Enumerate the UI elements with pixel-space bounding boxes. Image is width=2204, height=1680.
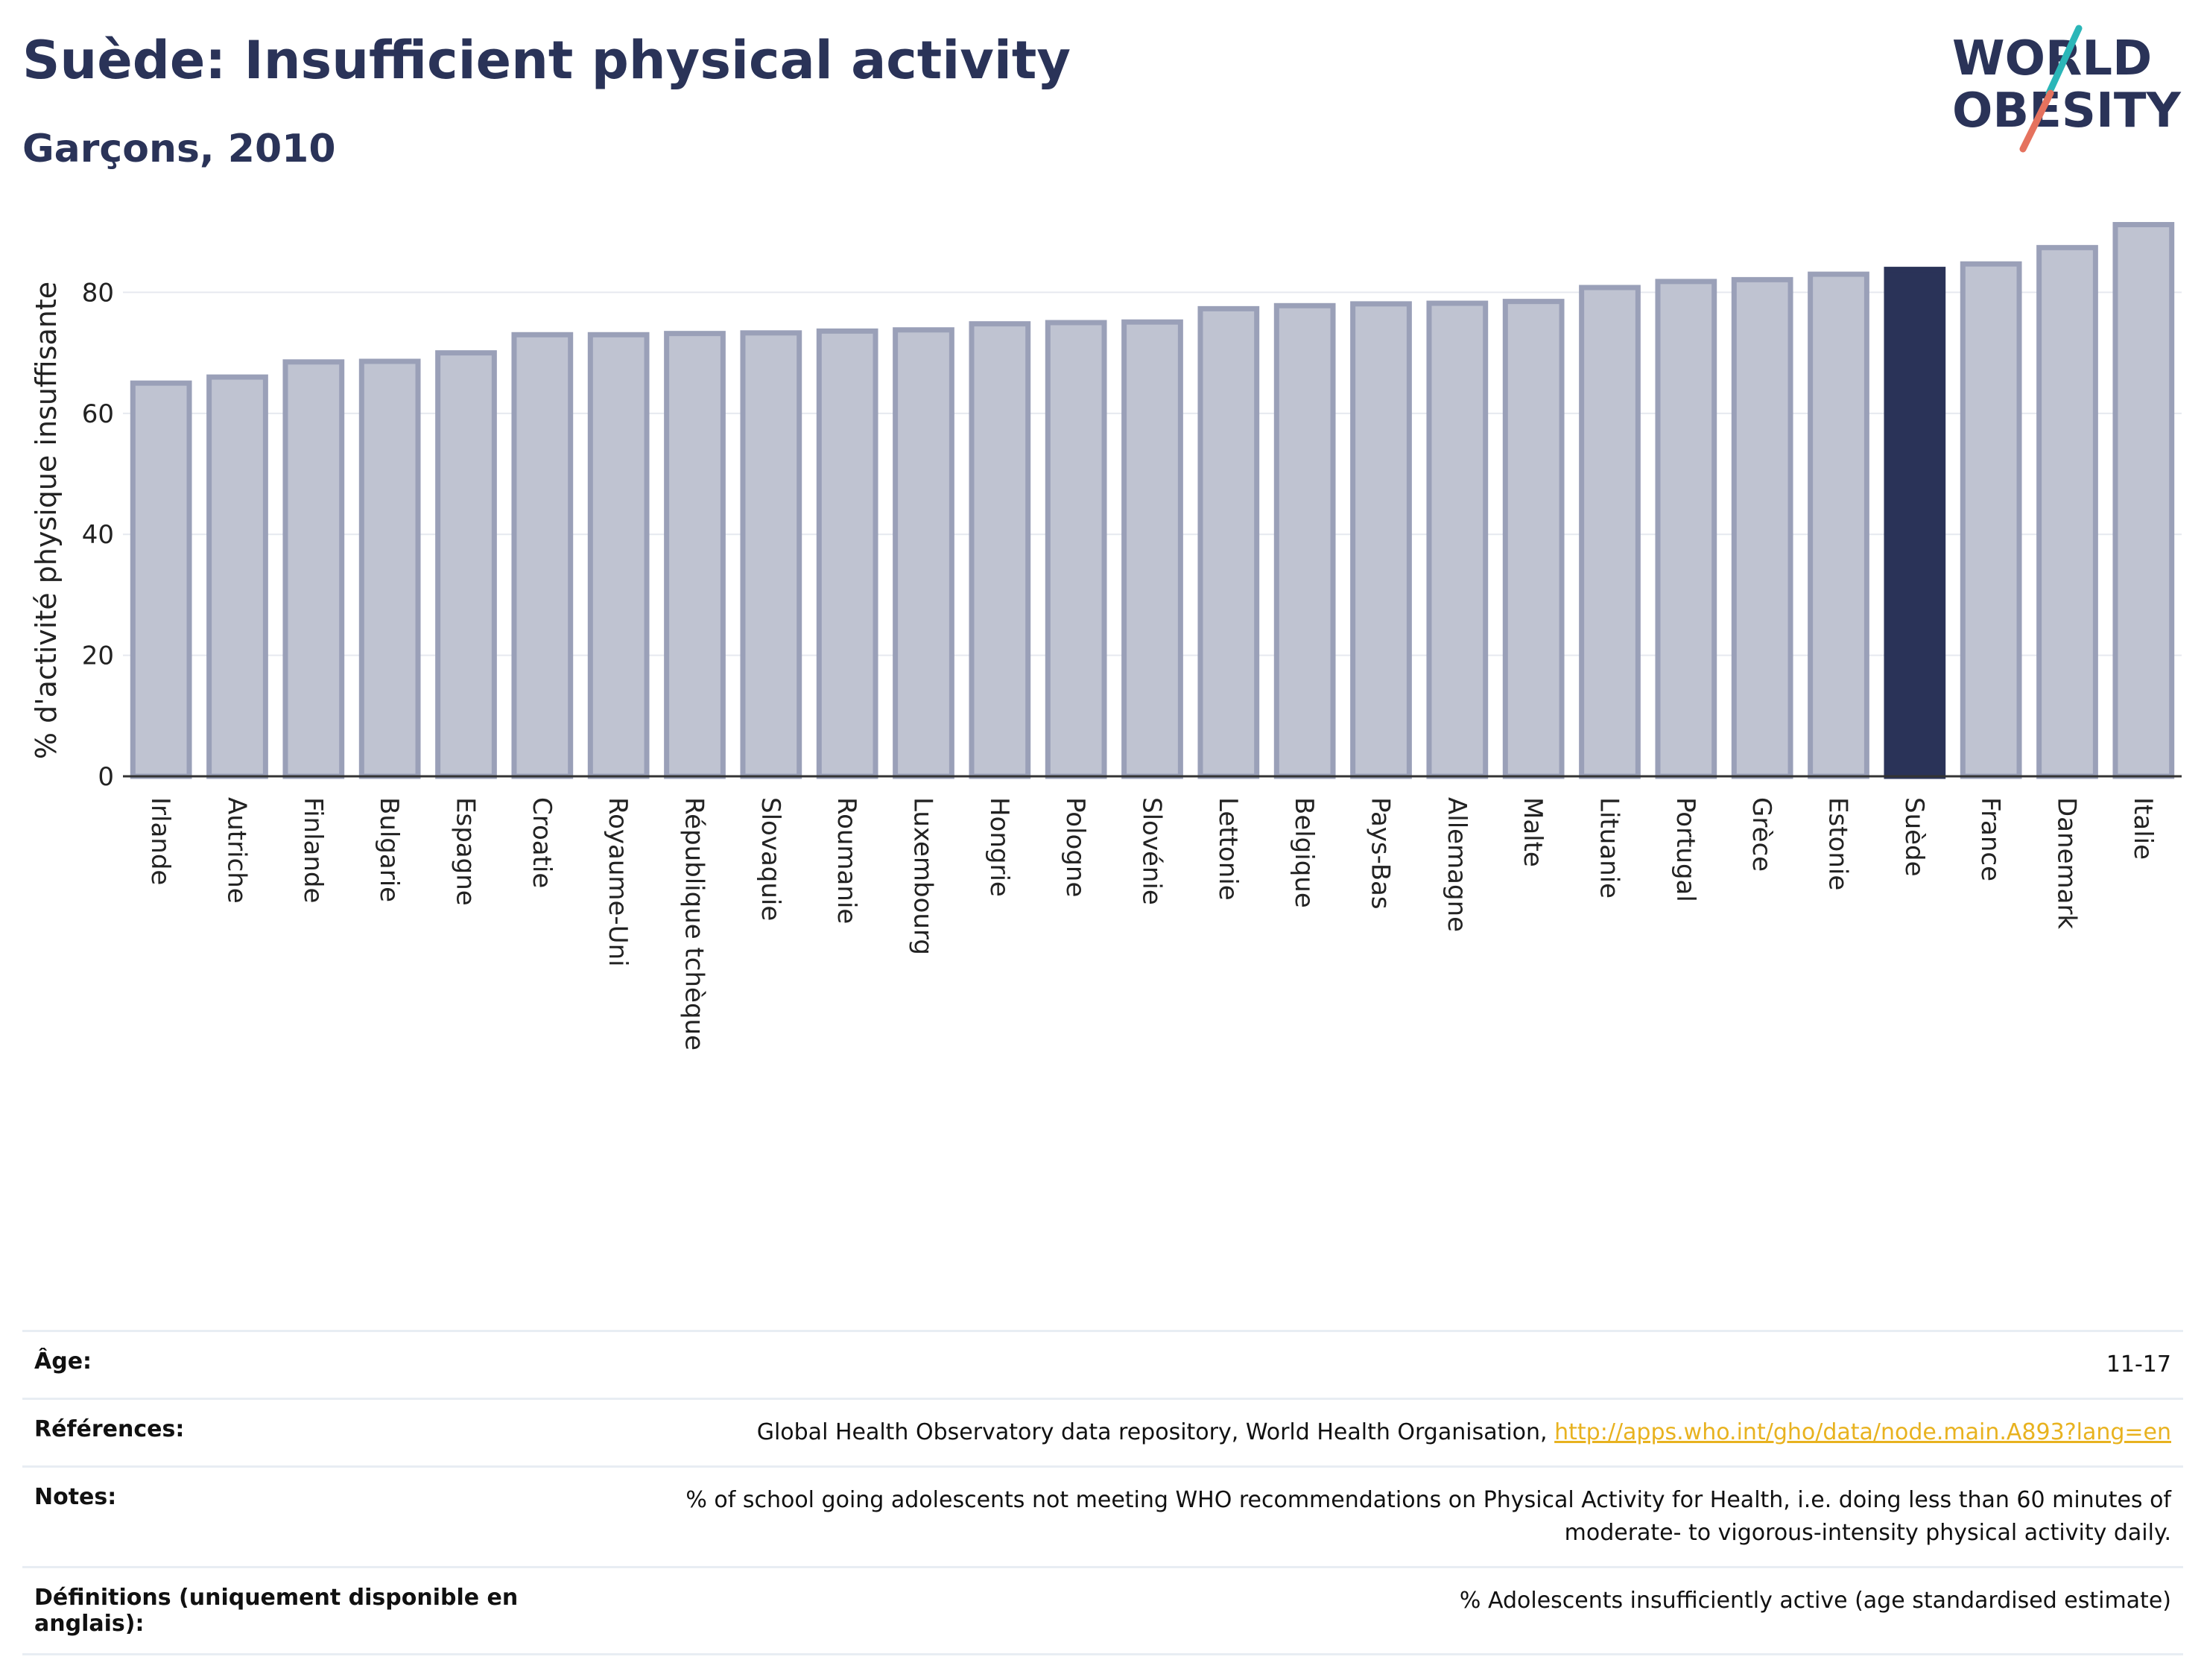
y-axis-label: % d'activité physique insuffisante [30,282,63,759]
references-value: Global Health Observatory data repositor… [568,1398,2183,1467]
references-link[interactable]: http://apps.who.int/gho/data/node.main.A… [1554,1419,2171,1445]
bar [130,380,192,779]
x-tick-label: Slovaquie [756,797,785,921]
bar [1273,302,1336,779]
bars [130,221,2175,779]
x-tick-label: Lettonie [1213,797,1243,901]
bar [1502,299,1565,779]
definitions-label-line1: Définitions (uniquement disponible en [34,1585,519,1611]
references-label: Références: [22,1398,568,1467]
x-tick-label: France [1975,797,2005,881]
x-tick-label: République tchèque [680,797,709,1050]
notes-line2: moderate- to vigorous-intensity physical… [1564,1520,2171,1546]
bar [587,332,650,779]
bar [206,374,268,779]
bar [1731,276,1793,779]
x-axis-labels: Irlande Autriche Finlande Bulgarie Espagne Cr… [145,797,2158,1050]
bar [358,358,421,779]
bar [511,332,574,779]
x-tick-label: Allemagne [1442,797,1472,932]
info-row-notes: Notes: % of school going adolescents not… [22,1465,2183,1568]
x-tick-label: Irlande [145,797,175,885]
x-tick-label: Autriche [222,797,252,904]
bar [1197,305,1260,779]
x-tick-label: Lituanie [1595,797,1624,898]
bar [1655,279,1717,779]
age-label: Âge: [22,1330,568,1399]
x-tick-label: Danemark [2052,797,2082,929]
y-tick-label: 0 [98,762,114,792]
x-tick-label: Luxembourg [908,797,938,955]
info-row-age: Âge: 11-17 [22,1330,2183,1399]
x-tick-label: Croatie [527,797,557,888]
logo-slash-coral [2019,89,2054,153]
bar-chart: 0 20 40 60 80 Irlande Autriche Finlande Bulgari… [30,221,2182,1050]
bar [1960,261,2022,779]
definitions-label-line2: anglais): [34,1611,145,1637]
x-tick-label: Roumanie [832,797,861,924]
x-tick-label: Suède [1899,797,1929,877]
y-tick-label: 80 [82,278,114,308]
y-tick-label: 40 [82,520,114,550]
x-tick-label: Pays-Bas [1366,797,1396,910]
info-row-definitions: Définitions (uniquement disponible en an… [22,1566,2183,1655]
bar [282,359,345,779]
notes-line1: % of school going adolescents not meetin… [685,1487,2171,1513]
bar-highlighted [1884,267,1946,779]
notes-label: Notes: [22,1465,568,1568]
bar [969,321,1031,779]
bar [1045,320,1107,779]
bar [893,327,954,779]
x-tick-label: Grèce [1747,797,1776,872]
chart-title: Suède: Insufficient physical activity [22,30,1071,91]
x-tick-label: Bulgarie [374,797,404,902]
bar [1808,271,1869,779]
bar [816,328,878,779]
x-tick-label: Italie [2128,797,2158,860]
age-value: 11-17 [568,1330,2183,1399]
bar [664,331,726,779]
definitions-label: Définitions (uniquement disponible en an… [22,1566,568,1655]
x-tick-label: Finlande [298,797,328,903]
bar [435,350,497,779]
x-tick-label: Hongrie [984,797,1014,897]
x-tick-label: Belgique [1289,797,1319,908]
x-tick-label: Slovénie [1137,797,1167,905]
y-axis-ticks: 0 20 40 60 80 [82,278,114,792]
bar [740,330,802,779]
bar [1426,300,1489,779]
logo-slash-teal [2045,25,2083,97]
bar [1350,301,1412,779]
logo-line2: OBESITY [1952,83,2181,139]
y-tick-label: 60 [82,399,114,429]
x-tick-label: Pologne [1060,797,1090,897]
bar [1121,319,1183,779]
x-tick-label: Royaume-Uni [603,797,633,967]
logo-line1: WORLD [1952,31,2152,86]
x-tick-label: Portugal [1671,797,1700,902]
references-text: Global Health Observatory data repositor… [756,1419,1548,1445]
notes-value: % of school going adolescents not meetin… [568,1465,2183,1568]
info-table: Âge: 11-17 Références: Global Health Obs… [22,1330,2183,1655]
y-tick-label: 20 [82,641,114,671]
bar [1579,285,1641,779]
x-tick-label: Malte [1518,797,1548,867]
info-row-references: Références: Global Health Observatory da… [22,1398,2183,1467]
bar [2112,221,2175,779]
bar [2036,244,2098,779]
definitions-value: % Adolescents insufficiently active (age… [568,1566,2183,1655]
world-obesity-logo: WORLD OBESITY [1952,25,2181,153]
x-tick-label: Estonie [1823,797,1853,890]
chart-subtitle: Garçons, 2010 [22,127,336,171]
x-tick-label: Espagne [451,797,481,906]
